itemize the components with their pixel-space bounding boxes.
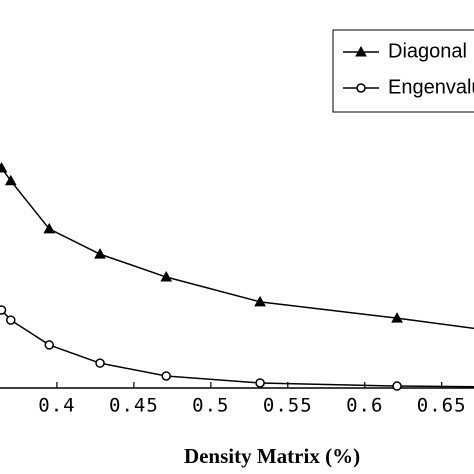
point bbox=[160, 271, 173, 282]
point bbox=[391, 312, 403, 323]
point bbox=[254, 295, 266, 307]
point bbox=[0, 161, 8, 173]
line bbox=[0, 167, 474, 330]
legend-marker bbox=[355, 45, 367, 57]
point bbox=[44, 340, 54, 350]
point bbox=[94, 248, 106, 259]
x-tick-label: 0.65 bbox=[417, 395, 467, 417]
point bbox=[6, 315, 16, 325]
line bbox=[0, 309, 474, 388]
legend-label: Diagonal bbox=[388, 40, 467, 62]
legend-box bbox=[332, 29, 474, 113]
point bbox=[255, 378, 265, 388]
x-tick-label: 0.5 bbox=[192, 395, 229, 417]
legend-marker bbox=[356, 83, 366, 93]
point bbox=[392, 381, 402, 391]
point bbox=[43, 222, 56, 234]
point bbox=[95, 358, 105, 368]
x-tick-label: 0.6 bbox=[346, 395, 383, 417]
point bbox=[4, 174, 17, 186]
point bbox=[161, 371, 171, 381]
legend-label: Engenvalue bbox=[388, 76, 474, 98]
x-tick-label: 0.45 bbox=[109, 395, 159, 417]
point bbox=[0, 305, 7, 315]
x-tick-label: 0.4 bbox=[38, 395, 75, 417]
x-axis-label: Density Matrix (%) bbox=[184, 444, 360, 468]
x-tick-label: 0.55 bbox=[263, 395, 313, 417]
